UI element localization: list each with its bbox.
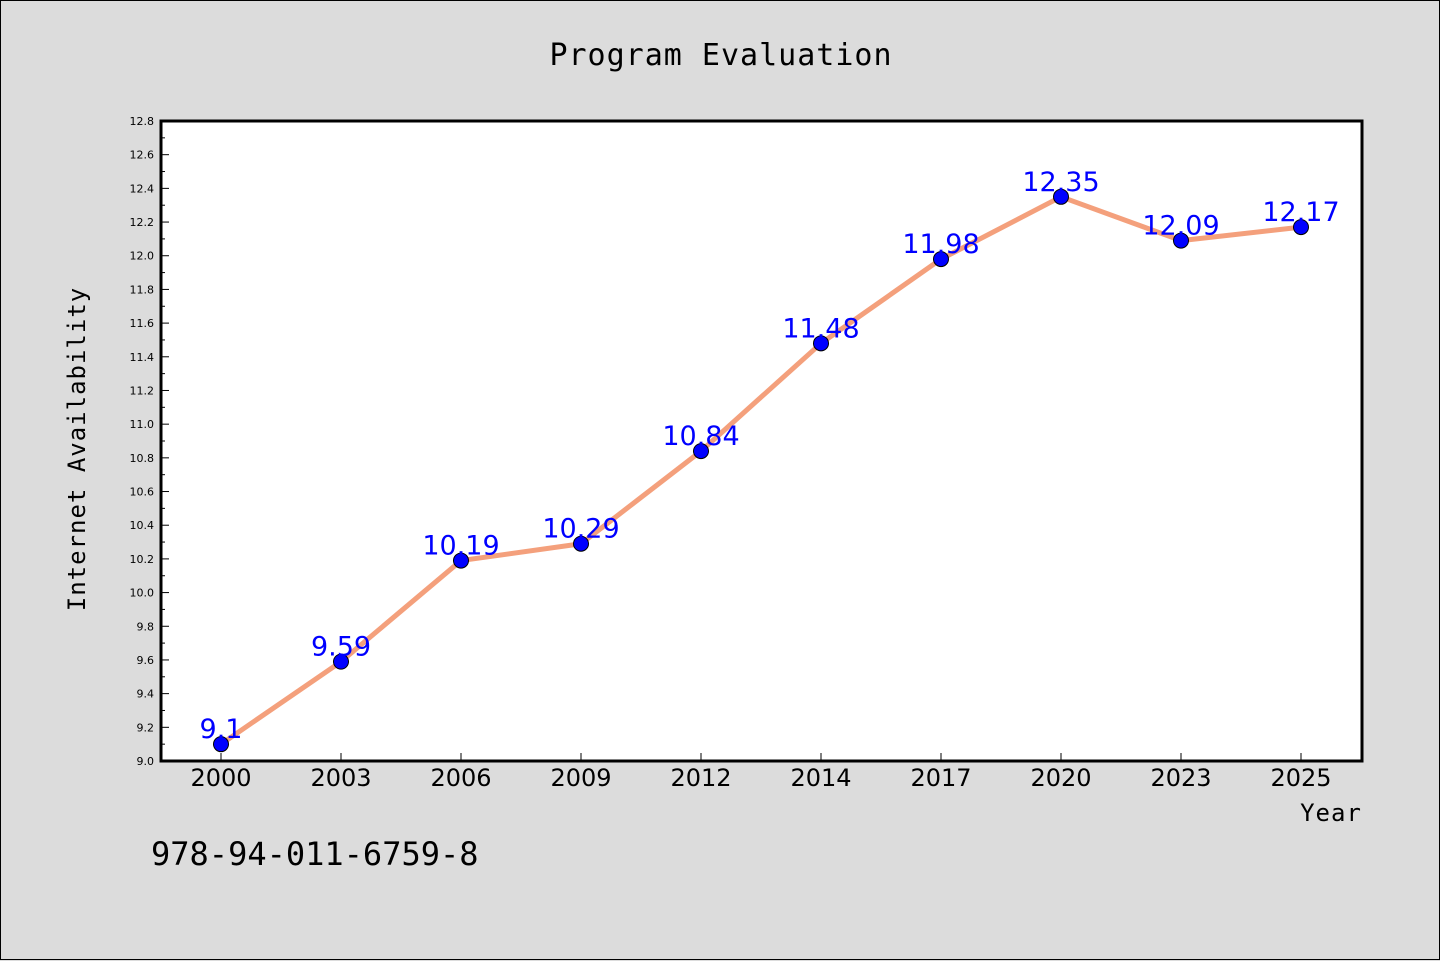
x-axis-ticks: 2000 2003 2006 2009 2012 2014 2017 2020 2023 2025 — [190, 753, 1332, 792]
x-tick-label: 2006 — [430, 764, 491, 792]
y-tick-label: 12.8 — [130, 115, 155, 128]
x-axis-label: Year — [1300, 799, 1362, 827]
data-point — [1053, 188, 1069, 205]
y-tick-label: 10.0 — [130, 587, 155, 600]
data-label: 12.17 — [1262, 197, 1339, 228]
y-tick-label: 12.0 — [130, 250, 155, 263]
y-tick-label: 12.4 — [130, 182, 155, 195]
data-point — [453, 552, 469, 569]
x-tick-label: 2012 — [670, 764, 731, 792]
data-label: 9.1 — [200, 714, 243, 745]
data-label: 11.98 — [902, 229, 979, 260]
y-axis-ticks: 9.0 9.2 9.4 9.6 9.8 10.0 10.2 10.4 10.6 10.8 11.0 1… — [130, 115, 169, 768]
series-line — [218, 194, 1304, 747]
data-label: 10.84 — [662, 421, 739, 452]
data-point — [573, 535, 589, 552]
y-tick-label: 10.2 — [130, 553, 155, 566]
data-point — [333, 653, 349, 670]
y-tick-label: 10.6 — [130, 486, 155, 499]
x-tick-label: 2009 — [550, 764, 611, 792]
y-tick-label: 9.0 — [137, 755, 155, 768]
data-point — [1173, 232, 1189, 249]
y-axis-label: Internet Availability — [63, 287, 91, 611]
y-tick-label: 9.8 — [137, 620, 155, 633]
y-tick-label: 11.8 — [130, 283, 155, 296]
data-point — [813, 335, 829, 352]
y-tick-label: 10.8 — [130, 452, 155, 465]
y-tick-label: 11.6 — [130, 317, 155, 330]
x-tick-label: 2020 — [1030, 764, 1091, 792]
data-label: 11.48 — [782, 313, 859, 344]
plot-border — [159, 119, 1364, 763]
y-tick-label: 12.2 — [130, 216, 155, 229]
isbn-note: 978-94-011-6759-8 — [151, 835, 479, 873]
y-tick-label: 11.2 — [130, 384, 155, 397]
x-tick-label: 2014 — [790, 764, 851, 792]
x-tick-label: 2000 — [190, 764, 251, 792]
data-point — [213, 736, 229, 753]
y-tick-label: 12.6 — [130, 149, 155, 162]
data-label: 10.19 — [422, 531, 499, 562]
data-point — [1293, 219, 1309, 236]
y-tick-label: 11.0 — [130, 418, 155, 431]
x-tick-label: 2023 — [1150, 764, 1211, 792]
chart-title: Program Evaluation — [549, 38, 892, 73]
x-tick-label: 2025 — [1270, 764, 1331, 792]
data-label: 12.09 — [1142, 211, 1219, 242]
y-tick-label: 9.6 — [137, 654, 155, 667]
x-tick-label: 2017 — [910, 764, 971, 792]
y-tick-label: 9.2 — [137, 721, 155, 734]
x-tick-label: 2003 — [310, 764, 371, 792]
data-labels: 9.1 9.59 10.19 10.29 10.84 11.48 11.98 12.35 12.… — [200, 167, 1340, 745]
series-markers — [213, 188, 1309, 753]
data-point — [933, 251, 949, 268]
plot-area — [161, 121, 1362, 761]
data-label: 10.29 — [542, 514, 619, 545]
data-label: 9.59 — [311, 632, 371, 663]
data-point — [693, 443, 709, 460]
data-label: 12.35 — [1022, 167, 1099, 198]
y-tick-label: 10.4 — [130, 519, 155, 532]
y-tick-label: 9.4 — [137, 688, 155, 701]
y-tick-label: 11.4 — [130, 351, 155, 364]
